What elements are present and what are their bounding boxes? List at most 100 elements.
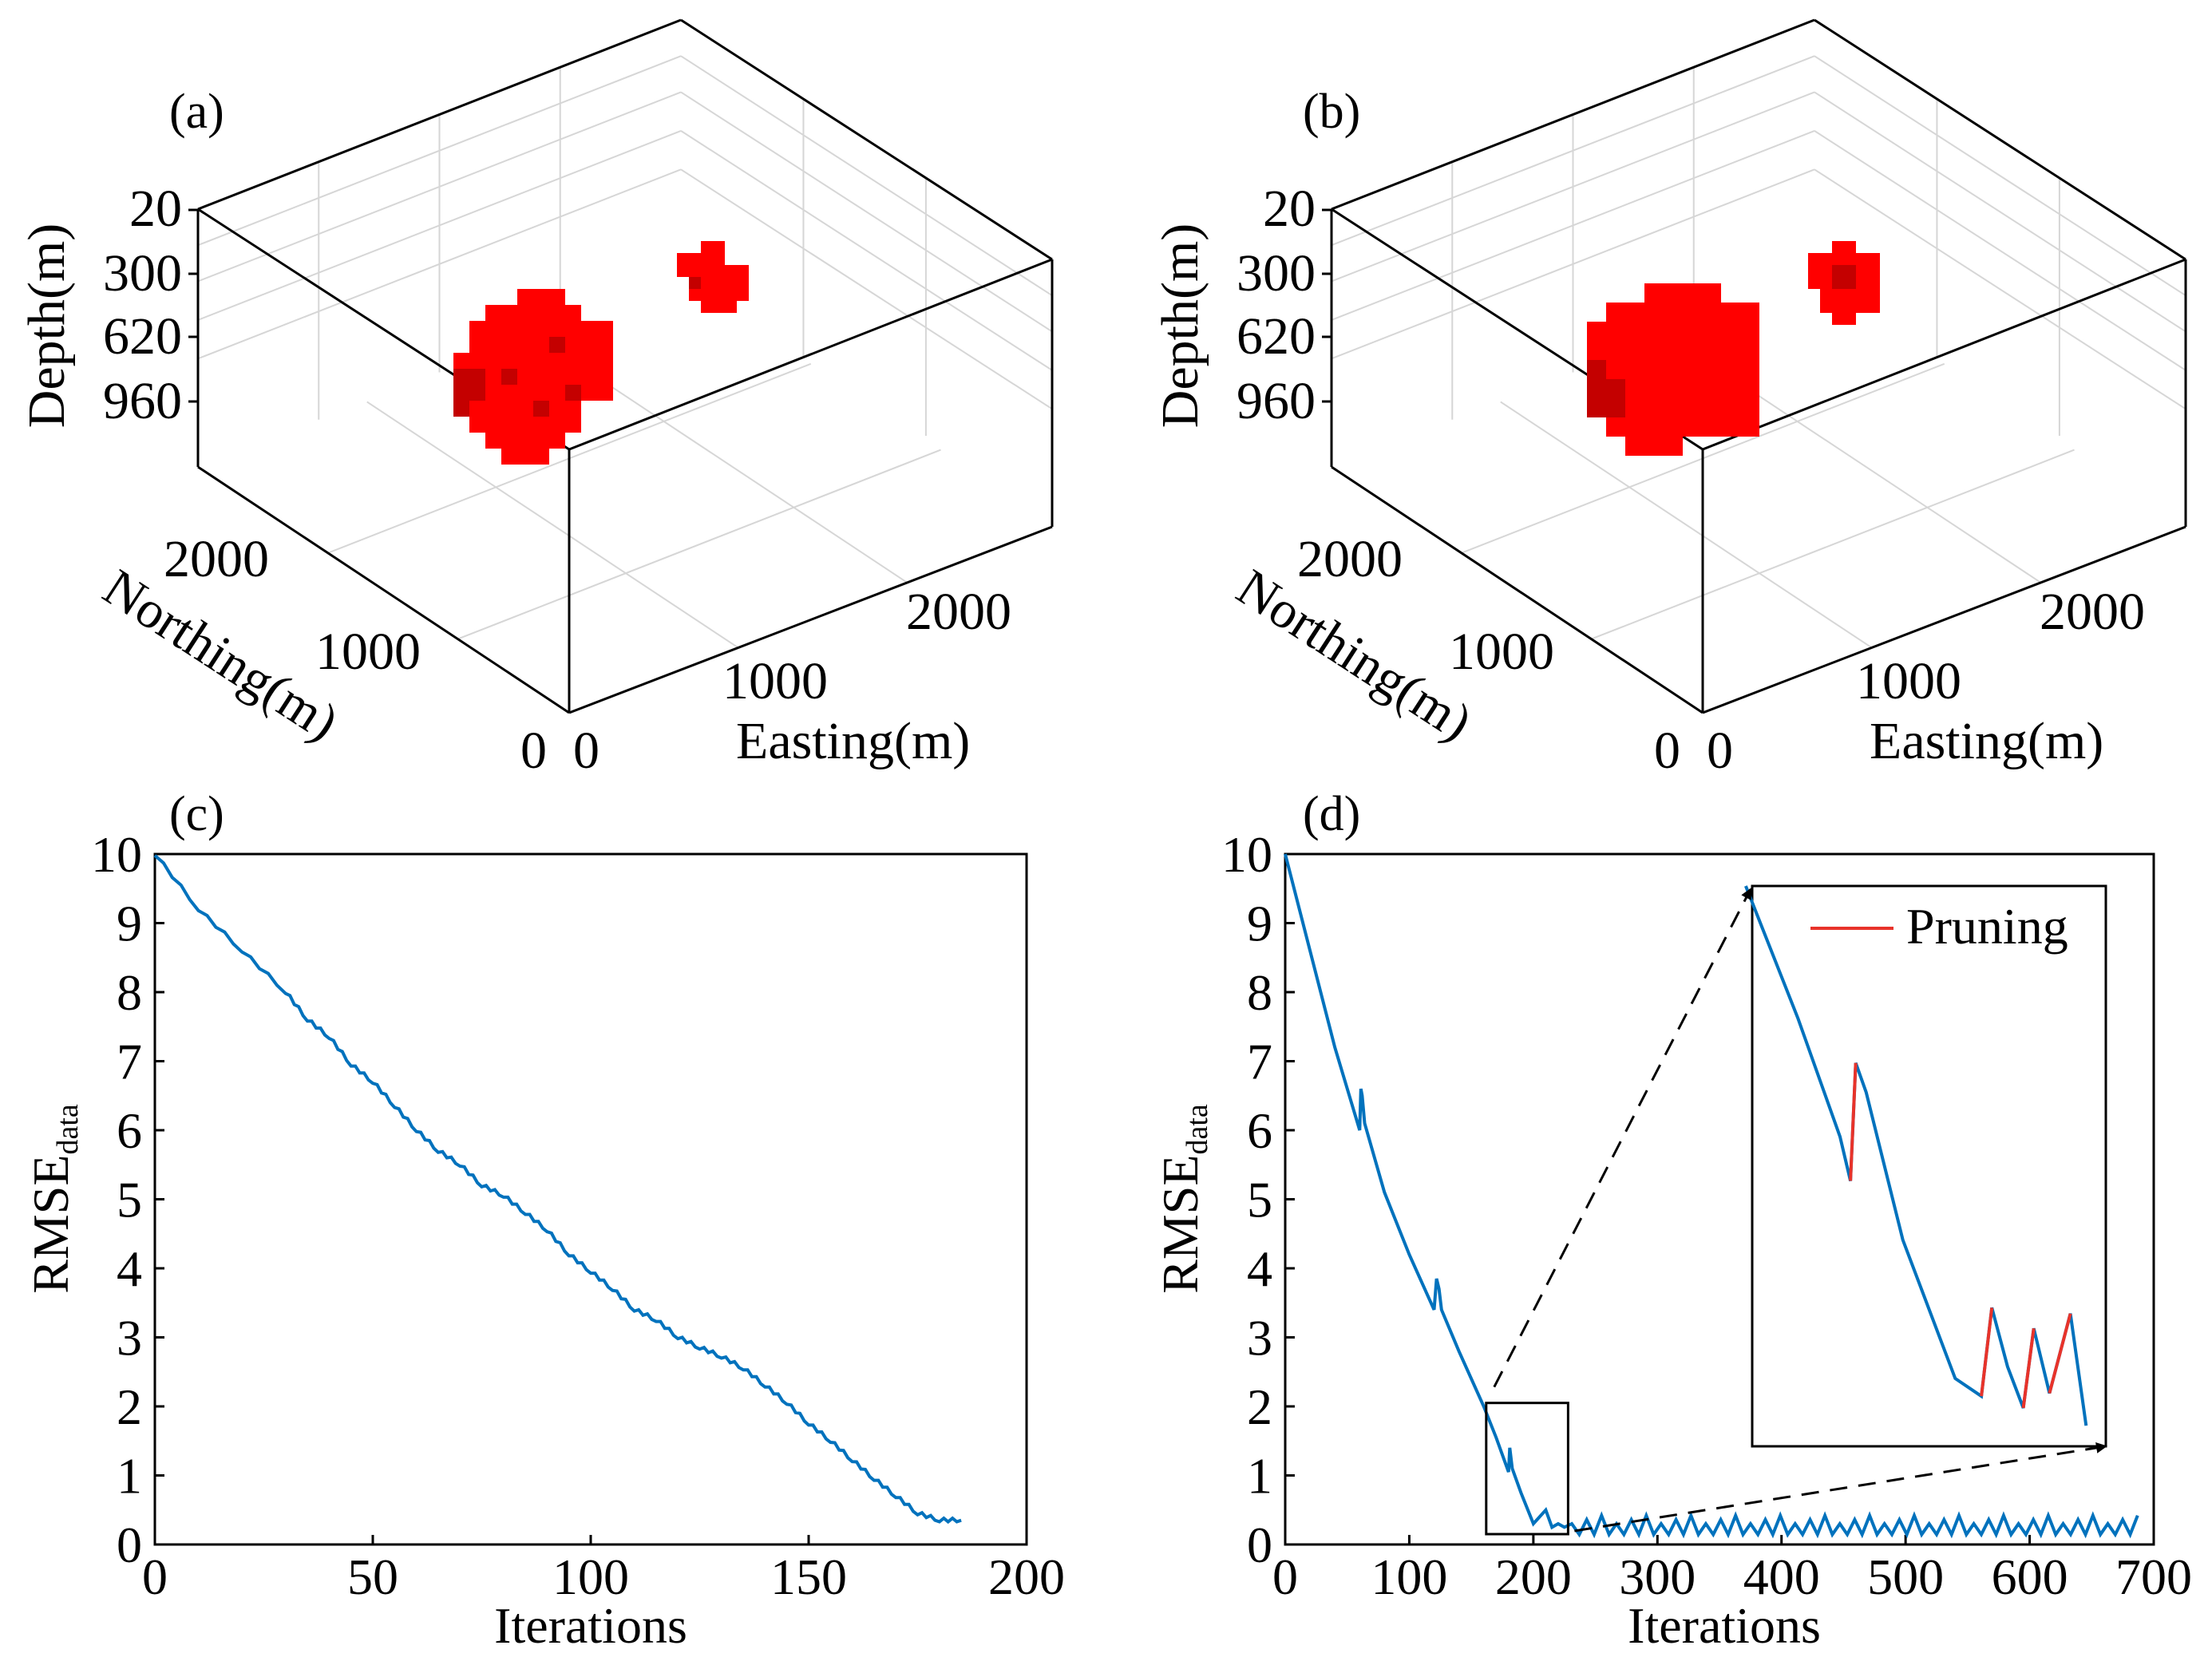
panel-d-xtick-label: 400 [1743, 1548, 1820, 1605]
panel-c-ytick-label: 9 [117, 896, 142, 952]
panel-a-depth-tick-620: 620 [103, 307, 182, 366]
panel-b-easting-tick-1000: 1000 [1856, 652, 1961, 710]
a-grid-depth [197, 91, 682, 283]
a-box-edge [568, 258, 1053, 451]
panel-d-rmse-line [1284, 853, 2139, 1539]
panel-b-easting-label: Easting(m) [1870, 712, 2103, 770]
a-voxel [549, 337, 565, 353]
panel-a-easting-tick-1000: 1000 [722, 652, 828, 710]
a-voxel [469, 401, 581, 433]
panel-d-inset [1744, 884, 2107, 1448]
b-grid-depth [1814, 130, 2186, 371]
panel-c-xtick-label: 50 [347, 1548, 398, 1605]
panel-c-ytick-label: 7 [117, 1034, 142, 1090]
a-voxel [701, 301, 737, 313]
a-voxel [565, 385, 581, 401]
panel-d-inset-pruning-segment [2021, 1327, 2036, 1409]
a-voxel [533, 401, 549, 417]
panel-c-ytick-label: 0 [117, 1517, 142, 1573]
panel-d-ylabel-sub: data [1181, 1104, 1214, 1154]
panel-b-title: (b) [1303, 85, 1360, 139]
b-box-edge [1814, 18, 2186, 261]
panel-b-depth-tick-620: 620 [1237, 307, 1316, 366]
b-voxel [1856, 253, 1880, 289]
panel-c-plot-frame [153, 852, 1028, 1546]
a-voxel [485, 305, 581, 321]
panel-d-xtick-label: 300 [1619, 1548, 1696, 1605]
panel-d-ytick-label: 0 [1247, 1517, 1272, 1573]
b-voxel [1832, 265, 1856, 289]
panel-c-ytick-label: 5 [117, 1172, 142, 1228]
a-grid-depth [680, 130, 1053, 371]
panel-a-gridlines [197, 55, 1053, 649]
a-voxel [677, 253, 725, 277]
a-box-edge [197, 465, 570, 714]
a-voxel [517, 289, 565, 305]
panel-d-xtick-label: 0 [1272, 1548, 1298, 1605]
panel-d-ytick-label: 3 [1247, 1310, 1272, 1366]
a-voxel [501, 369, 517, 385]
panel-d-ytick-label: 9 [1247, 896, 1272, 952]
panel-a-title: (a) [169, 85, 224, 139]
panel-b-depth-tick-300: 300 [1237, 244, 1316, 303]
panel-c-ytick-label: 1 [117, 1448, 142, 1505]
panel-b-northing-tick-2000: 2000 [1297, 530, 1403, 588]
panel-c-ytick-label: 10 [91, 826, 142, 883]
b-grid-depth [1814, 168, 2186, 410]
a-grid-floor [366, 401, 739, 649]
panel-c-ytick-label: 4 [117, 1240, 142, 1297]
a-grid-depth [197, 55, 682, 247]
a-voxel [689, 277, 701, 289]
a-voxel [597, 353, 613, 385]
panel-d-zoom-arrow-top [1493, 888, 1752, 1388]
panel-c-ytick-label: 6 [117, 1102, 142, 1159]
panel-d-title: (d) [1303, 787, 1360, 841]
b-grid-floor [1500, 401, 1873, 649]
b-voxel [1587, 360, 1606, 417]
b-grid-floor [1591, 449, 2075, 640]
panel-d-ylabel-main: RMSE [1152, 1155, 1209, 1294]
panel-b-northing-tick-0: 0 [1654, 722, 1680, 780]
panel-d-inset-pruning-segment [1849, 1062, 1858, 1181]
b-voxel [1832, 241, 1856, 253]
panel-a-easting-label: Easting(m) [736, 712, 970, 770]
a-voxel [501, 449, 549, 465]
b-box-edge [1331, 18, 1815, 211]
panel-d-xtick-label: 700 [2115, 1548, 2192, 1605]
b-voxel [1832, 313, 1856, 325]
b-box-edge [1702, 525, 2186, 714]
b-grid-depth [1331, 91, 1815, 283]
b-box-edge [1331, 465, 1704, 714]
panel-b-depth-tick-960: 960 [1237, 372, 1316, 430]
b-voxel [1820, 289, 1880, 313]
panel-d-legend-label: Pruning [1906, 898, 2068, 955]
a-voxel [725, 265, 749, 301]
panel-a-depth-label: Depth(m) [18, 223, 76, 429]
b-voxel [1644, 283, 1721, 303]
panel-d-zoom-box [1485, 1402, 1569, 1536]
panel-a-depth-tick-960: 960 [103, 372, 182, 430]
panel-c-rmse-line [153, 854, 962, 1525]
panel-a-box-edges [188, 18, 1054, 714]
panel-b-voxel-bodies [1587, 241, 1880, 456]
b-grid-depth [1331, 168, 1815, 360]
b-grid-depth [1814, 91, 2186, 333]
panel-d-xtick-label: 200 [1495, 1548, 1572, 1605]
panel-c-title: (c) [169, 787, 224, 841]
panel-d-plot-frame [1284, 852, 2155, 1546]
panel-d-xlabel: Iterations [1628, 1597, 1821, 1654]
b-grid-depth [1331, 129, 1815, 321]
b-voxel [1606, 303, 1759, 322]
b-voxel [1625, 437, 1683, 456]
a-voxel [469, 321, 597, 353]
panel-b-depth-tick-20: 20 [1263, 180, 1316, 238]
panel-b-gridlines [1331, 55, 2186, 649]
panel-a-depth-tick-300: 300 [103, 244, 182, 303]
b-grid-depth [1331, 55, 1815, 247]
panel-b-3d-view: (b) 20 300 620 960 Depth(m) 2000 1000 0 … [1151, 18, 2187, 780]
panel-d-inset-pruning-segment [2048, 1313, 2072, 1394]
a-grid-depth [680, 168, 1053, 410]
